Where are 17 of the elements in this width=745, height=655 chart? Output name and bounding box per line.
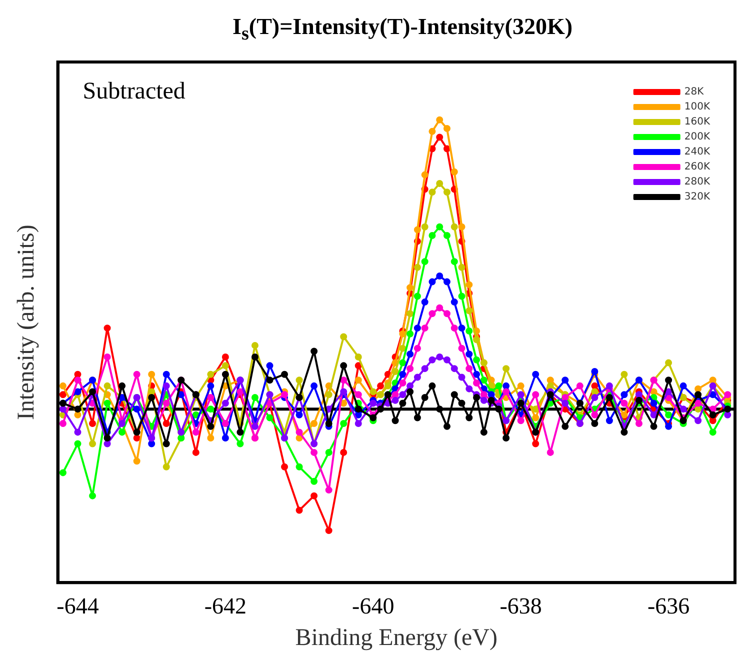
x-tick-label: -644 (56, 593, 100, 618)
x-tick-label: -636 (647, 593, 690, 618)
legend-label: 100K (684, 102, 710, 113)
legend-label: 28K (684, 86, 704, 98)
legend-label: 160K (684, 116, 710, 128)
x-tick-label: -642 (204, 593, 247, 618)
legend-label: 240K (684, 146, 710, 158)
x-axis-title: Binding Energy (eV) (295, 624, 498, 651)
text: Subtracted (82, 78, 186, 104)
x-tick-label: -638 (500, 593, 542, 618)
legend-label: 280K (684, 176, 710, 188)
y-axis-title: Intensity (arb. units) (14, 224, 40, 420)
legend-label: 260K (684, 162, 710, 173)
legend-label: 320K (684, 192, 710, 203)
legend-label: 200K (684, 132, 710, 143)
chart-title: I$_{s}$(T)=Intensity(T)-Intensity(320K) (231, 14, 574, 46)
x-tick-label: -640 (352, 593, 394, 618)
